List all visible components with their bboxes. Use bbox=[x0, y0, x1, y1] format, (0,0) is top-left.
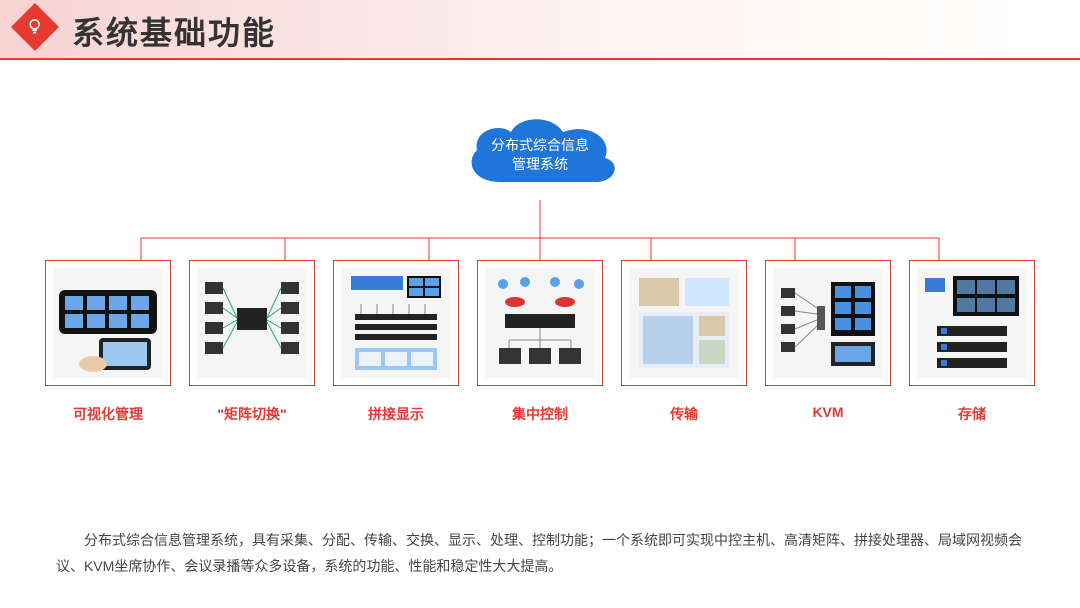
feature-frame bbox=[621, 260, 747, 386]
header-icon-wrap bbox=[12, 0, 58, 60]
description-text: 分布式综合信息管理系统，具有采集、分配、传输、交换、显示、处理、控制功能；一个系… bbox=[56, 527, 1024, 580]
slide-header: 系统基础功能 bbox=[0, 0, 1080, 60]
feature-frame bbox=[189, 260, 315, 386]
feature-central-ctrl: 集中控制 bbox=[477, 260, 603, 424]
system-diagram: 分布式综合信息管理系统 可视化管理 bbox=[0, 60, 1080, 480]
feature-matrix-switch: "矩阵切换" bbox=[189, 260, 315, 424]
description: 分布式综合信息管理系统，具有采集、分配、传输、交换、显示、处理、控制功能；一个系… bbox=[0, 527, 1080, 580]
thumb-kvm-icon bbox=[773, 268, 883, 378]
feature-frame bbox=[45, 260, 171, 386]
feature-label: 拼接显示 bbox=[368, 404, 424, 424]
thumb-matrix-icon bbox=[197, 268, 307, 378]
thumb-central-icon bbox=[485, 268, 595, 378]
feature-frame bbox=[909, 260, 1035, 386]
feature-visual-mgmt: 可视化管理 bbox=[45, 260, 171, 424]
feature-kvm: KVM bbox=[765, 260, 891, 424]
feature-splice-display: 拼接显示 bbox=[333, 260, 459, 424]
feature-row: 可视化管理 "矩阵切换" bbox=[0, 260, 1080, 424]
header-diamond bbox=[11, 3, 59, 51]
thumb-tablet-wall-icon bbox=[53, 268, 163, 378]
feature-label: 传输 bbox=[670, 404, 698, 424]
feature-frame bbox=[333, 260, 459, 386]
feature-label: KVM bbox=[812, 404, 843, 420]
thumb-storage-icon bbox=[917, 268, 1027, 378]
feature-transmission: 传输 bbox=[621, 260, 747, 424]
thumb-transmit-icon bbox=[629, 268, 739, 378]
feature-label: 集中控制 bbox=[512, 404, 568, 424]
lightbulb-icon bbox=[26, 17, 44, 38]
feature-frame bbox=[765, 260, 891, 386]
feature-label: 可视化管理 bbox=[73, 404, 143, 424]
page-title: 系统基础功能 bbox=[72, 8, 276, 54]
feature-frame bbox=[477, 260, 603, 386]
thumb-splice-icon bbox=[341, 268, 451, 378]
feature-label: 存储 bbox=[958, 404, 986, 424]
root-label: 分布式综合信息管理系统 bbox=[485, 136, 595, 174]
root-cloud: 分布式综合信息管理系统 bbox=[455, 110, 625, 200]
feature-storage: 存储 bbox=[909, 260, 1035, 424]
feature-label: "矩阵切换" bbox=[217, 404, 286, 424]
